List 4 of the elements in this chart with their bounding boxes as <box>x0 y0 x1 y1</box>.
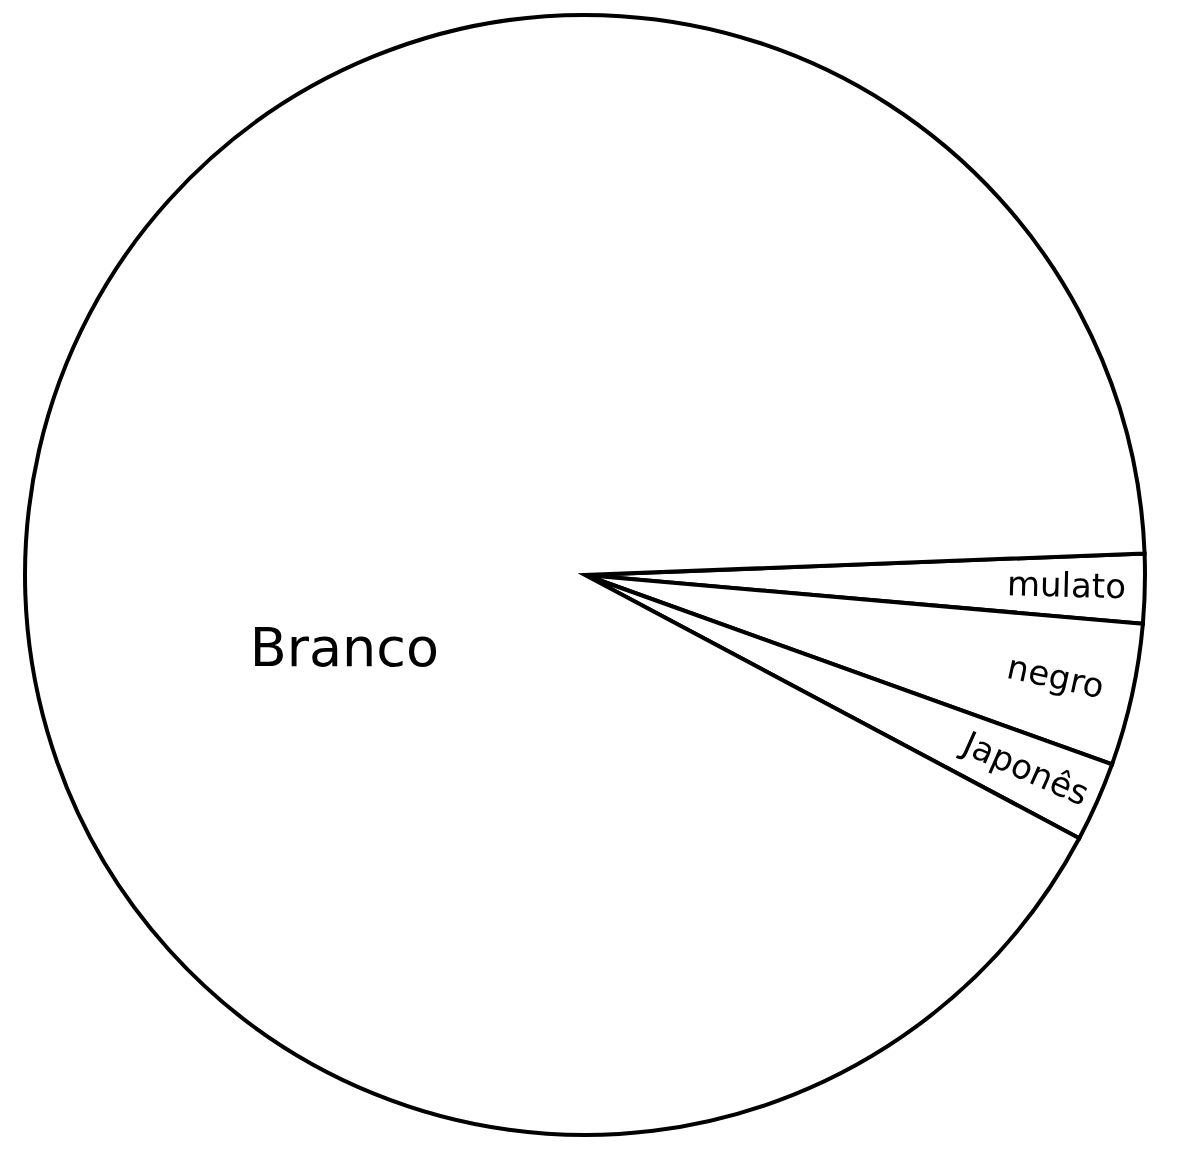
slice-label: negro <box>1003 646 1109 707</box>
pie-slice <box>23 13 1147 1137</box>
slice-label: mulato <box>1006 563 1127 607</box>
slice-label: Branco <box>249 616 440 680</box>
